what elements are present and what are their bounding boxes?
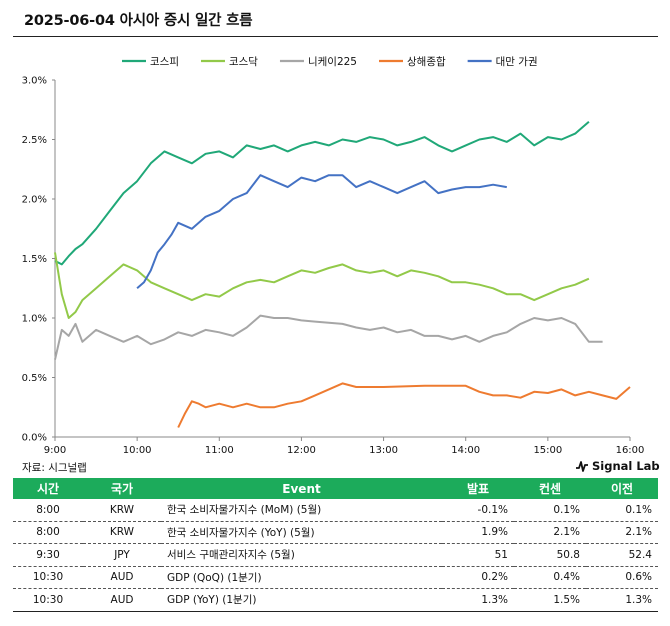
x-tick-label: 12:00 [287, 445, 316, 456]
cell-previous: 0.6% [586, 566, 658, 589]
y-tick-label: 0.0% [22, 433, 47, 444]
cell-time: 10:30 [13, 566, 83, 589]
cell-actual: 0.2% [442, 566, 514, 589]
cell-actual: -0.1% [442, 499, 514, 522]
table-row: 8:00 KRW 한국 소비자물가지수 (MoM) (5월) -0.1% 0.1… [13, 499, 658, 522]
cell-event: GDP (QoQ) (1분기) [161, 566, 442, 589]
brand-logo-text: Signal Lab [592, 459, 660, 473]
cell-previous: 2.1% [586, 521, 658, 544]
header-previous: 이전 [586, 478, 658, 499]
cell-previous: 1.3% [586, 588, 658, 612]
x-tick-label: 10:00 [123, 445, 152, 456]
header-time: 시간 [13, 478, 83, 499]
cell-event: 한국 소비자물가지수 (YoY) (5월) [161, 521, 442, 544]
header-country: 국가 [83, 478, 161, 499]
economic-events-table: 시간 국가 Event 발표 컨센 이전 8:00 KRW 한국 소비자물가지수… [13, 478, 658, 612]
legend-label: 코스피 [150, 56, 179, 68]
x-tick-label: 11:00 [205, 445, 234, 456]
x-tick-label: 14:00 [451, 445, 480, 456]
cell-consensus: 0.4% [514, 566, 586, 589]
x-tick-label: 9:00 [44, 445, 66, 456]
legend-label: 상해종합 [407, 55, 446, 68]
cell-consensus: 2.1% [514, 521, 586, 544]
table-row: 10:30 AUD GDP (QoQ) (1분기) 0.2% 0.4% 0.6% [13, 566, 658, 589]
header-actual: 발표 [442, 478, 514, 499]
cell-event: 한국 소비자물가지수 (MoM) (5월) [161, 499, 442, 522]
chart-legend: 코스피 코스닥 니케이225 상해종합 대만 가권 [122, 55, 538, 68]
series-line [177, 382, 631, 428]
legend-label: 니케이225 [308, 56, 357, 68]
x-tick-label: 13:00 [369, 445, 398, 456]
cell-previous: 52.4 [586, 543, 658, 567]
table-header-row: 시간 국가 Event 발표 컨센 이전 [13, 478, 658, 499]
header-event: Event [161, 478, 442, 499]
header-consensus: 컨센 [514, 478, 586, 499]
cell-country: JPY [83, 543, 161, 567]
cell-country: AUD [83, 566, 161, 589]
line-chart: 코스피 코스닥 니케이225 상해종합 대만 가권 0.0% 0.5% 1.0% 1.5% 2.… [22, 55, 645, 457]
cell-event: GDP (YoY) (1분기) [161, 588, 442, 612]
y-tick-label: 2.0% [22, 195, 47, 206]
y-tick-label: 1.0% [22, 314, 47, 325]
legend-label: 코스닥 [229, 56, 258, 68]
cell-consensus: 50.8 [514, 543, 586, 567]
cell-actual: 1.9% [442, 521, 514, 544]
series-line [54, 120, 590, 266]
cell-actual: 51 [442, 543, 514, 567]
title-divider [13, 36, 658, 37]
cell-time: 8:00 [13, 521, 83, 544]
legend-label: 대만 가권 [496, 56, 538, 68]
brand-logo: Signal Lab [575, 459, 660, 473]
y-tick-label: 1.5% [22, 254, 47, 265]
x-tick-label: 15:00 [533, 445, 562, 456]
series-line [54, 314, 603, 360]
cell-previous: 0.1% [586, 499, 658, 522]
table-row: 10:30 AUD GDP (YoY) (1분기) 1.3% 1.5% 1.3% [13, 588, 658, 612]
cell-country: AUD [83, 588, 161, 612]
table-row: 9:30 JPY 서비스 구매관리자지수 (5월) 51 50.8 52.4 [13, 543, 658, 567]
chart-series-group [54, 120, 631, 428]
series-line [54, 252, 590, 319]
cell-country: KRW [83, 499, 161, 522]
cell-consensus: 1.5% [514, 588, 586, 612]
page-title: 2025-06-04 아시아 증시 일간 흐름 [24, 13, 253, 29]
cell-time: 9:30 [13, 543, 83, 567]
cell-consensus: 0.1% [514, 499, 586, 522]
table-row: 8:00 KRW 한국 소비자물가지수 (YoY) (5월) 1.9% 2.1%… [13, 521, 658, 544]
x-tick-label: 16:00 [616, 445, 645, 456]
signal-wave-icon [576, 461, 588, 472]
source-note: 자료: 시그널랩 [22, 462, 87, 474]
cell-country: KRW [83, 521, 161, 544]
cell-actual: 1.3% [442, 588, 514, 612]
series-line [136, 174, 507, 290]
cell-time: 10:30 [13, 588, 83, 612]
y-tick-label: 3.0% [22, 76, 47, 87]
y-tick-label: 2.5% [22, 135, 47, 146]
cell-time: 8:00 [13, 499, 83, 522]
cell-event: 서비스 구매관리자지수 (5월) [161, 543, 442, 567]
y-tick-label: 0.5% [22, 373, 47, 384]
chart-axes: 0.0% 0.5% 1.0% 1.5% 2.0% 2.5% 3.0% 9:00 10:00 11:… [22, 76, 645, 457]
